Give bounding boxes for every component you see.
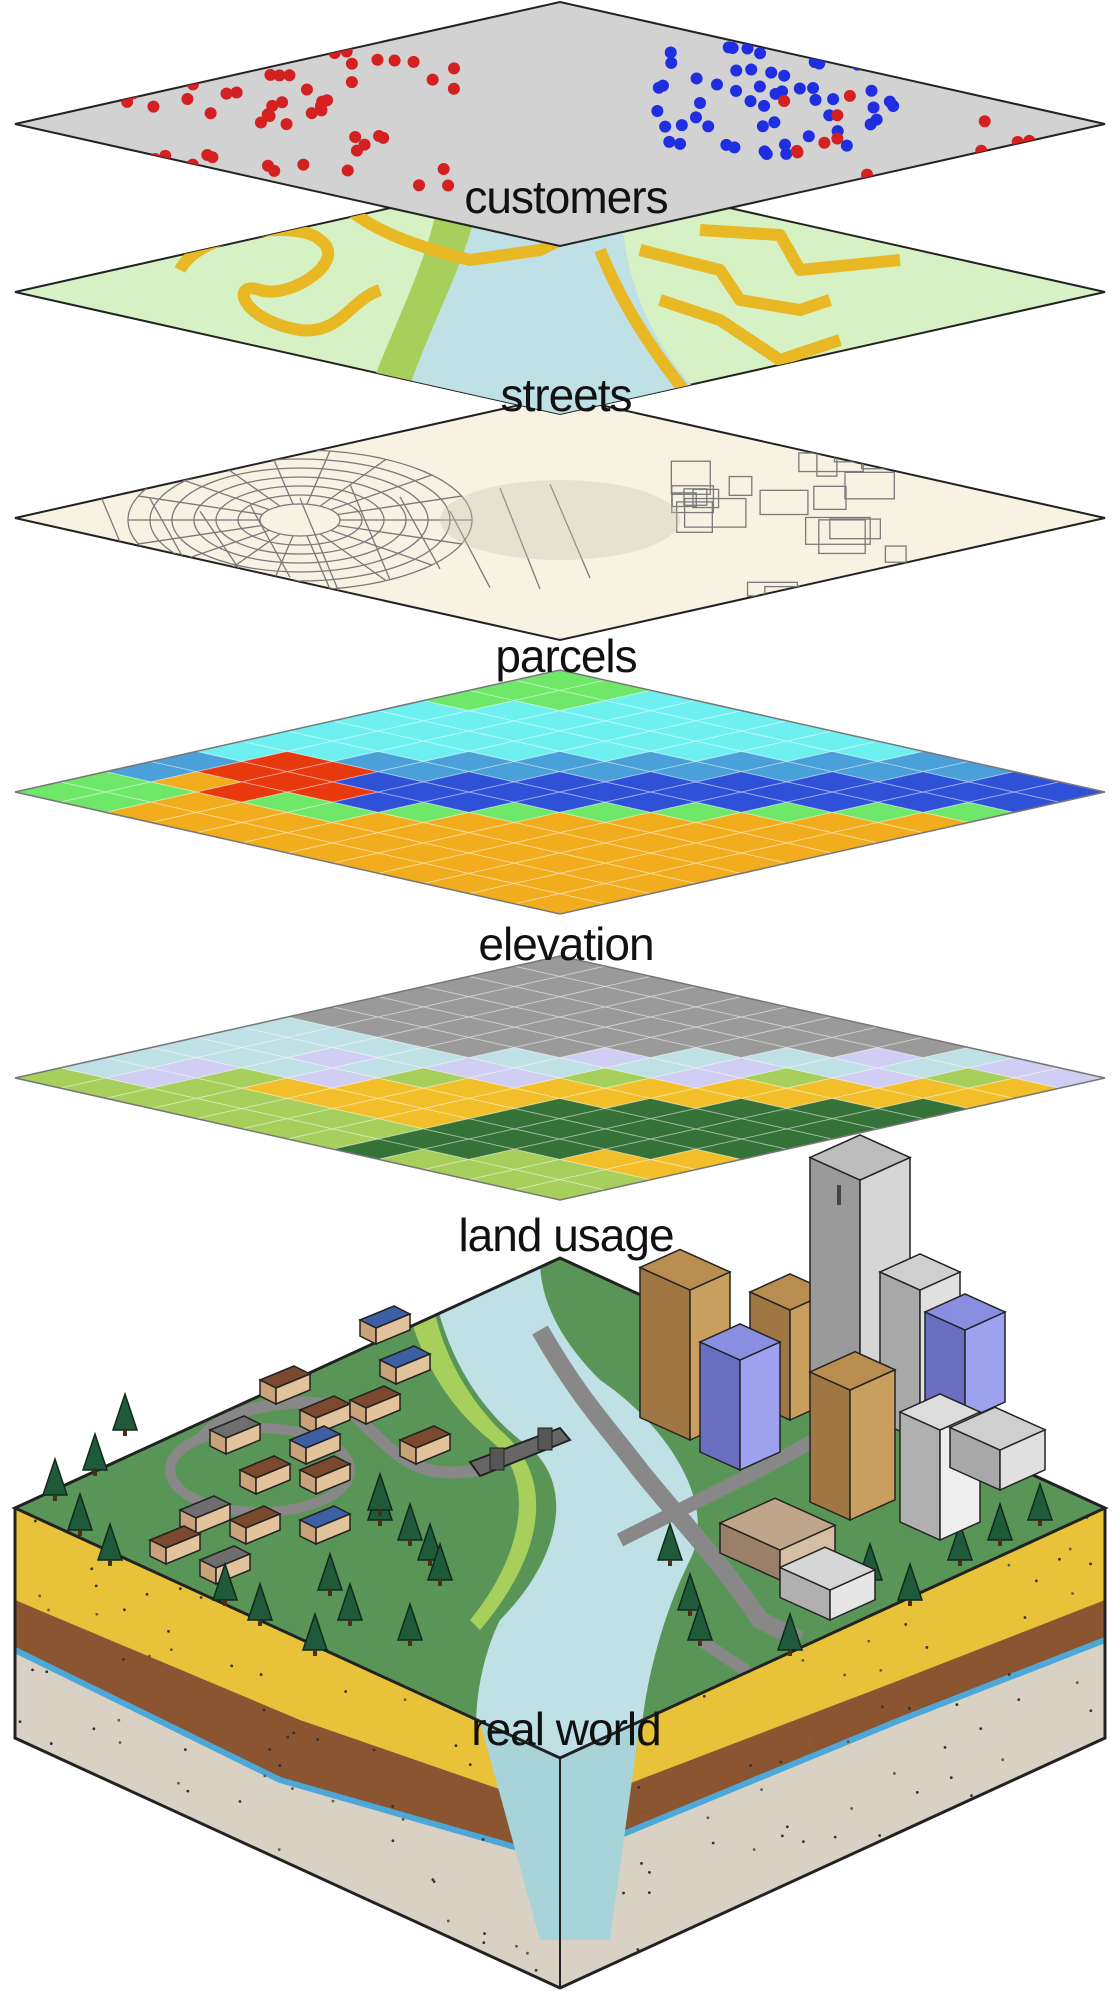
customers-label: customers bbox=[464, 171, 667, 223]
land-usage-layer bbox=[14, 955, 1106, 1205]
customers-layer bbox=[14, 0, 1106, 248]
parcels-label: parcels bbox=[495, 630, 636, 682]
elevation-layer bbox=[14, 669, 1106, 915]
bridge bbox=[468, 1426, 572, 1478]
streets-label: streets bbox=[500, 369, 631, 421]
real-world-block bbox=[11, 1134, 1109, 1990]
real-world-label: real world bbox=[471, 1703, 660, 1755]
parcels-layer bbox=[14, 394, 1106, 642]
elevation-label: elevation bbox=[478, 918, 653, 970]
city-buildings bbox=[638, 1134, 1047, 1622]
land-usage-label: land usage bbox=[458, 1209, 673, 1261]
streets-layer bbox=[14, 168, 1106, 416]
